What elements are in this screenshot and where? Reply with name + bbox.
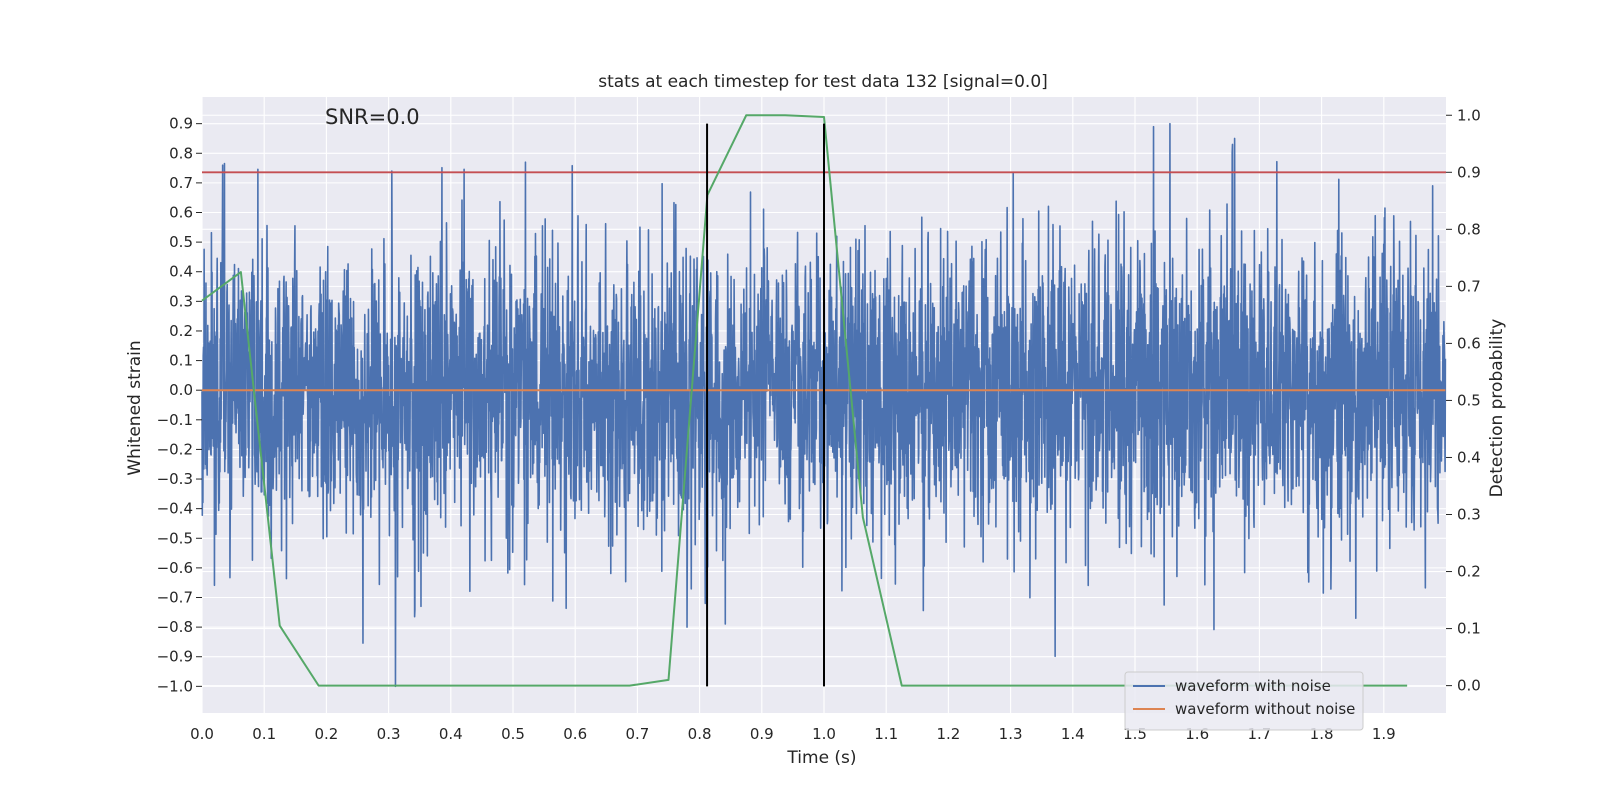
y-tick-label: 0.8 (169, 144, 193, 162)
x-tick-label: 0.8 (688, 725, 712, 743)
legend-box (1124, 671, 1364, 731)
x-tick-label: 0.9 (750, 725, 774, 743)
y-axis-label: Whitened strain (125, 340, 145, 475)
x-tick-label: 0.2 (314, 725, 338, 743)
y-right-axis-ticks: 0.0 0.1 0.2 0.3 0.4 0.5 0.6 0.7 0.8 0.9 1.0 (1446, 106, 1481, 695)
y-right-tick-label: 0.5 (1457, 391, 1481, 409)
x-tick-label: 1.9 (1372, 725, 1396, 743)
y-tick-label: −0.2 (157, 440, 193, 458)
legend-entry-waveform-with-noise: waveform with noise (1175, 677, 1331, 695)
x-tick-label: 0.4 (439, 725, 463, 743)
y-right-tick-label: 1.0 (1457, 106, 1481, 124)
x-tick-label: 0.1 (252, 725, 276, 743)
y-right-tick-label: 0.9 (1457, 163, 1481, 181)
legend-entry-waveform-without-noise: waveform without noise (1175, 700, 1355, 718)
y-right-axis-label: Detection probability (1487, 319, 1507, 498)
y-tick-label: 0.0 (169, 381, 193, 399)
x-tick-label: 1.2 (936, 725, 960, 743)
y-tick-label: 0.6 (169, 204, 193, 222)
y-right-tick-label: 0.0 (1457, 677, 1481, 695)
y-tick-label: −0.1 (157, 411, 193, 429)
y-tick-label: 0.4 (169, 263, 193, 281)
y-right-tick-label: 0.3 (1457, 506, 1481, 524)
x-tick-label: 0.5 (501, 725, 525, 743)
y-tick-label: 0.9 (169, 115, 193, 133)
y-right-tick-label: 0.6 (1457, 334, 1481, 352)
x-tick-label: 0.0 (190, 725, 214, 743)
y-tick-label: 0.2 (169, 322, 193, 340)
x-tick-label: 0.3 (377, 725, 401, 743)
x-axis-label: Time (s) (786, 748, 856, 768)
y-right-tick-label: 0.2 (1457, 563, 1481, 581)
y-tick-label: 0.5 (169, 233, 193, 251)
y-axis-ticks: −1.0 −0.9 −0.8 −0.7 −0.6 −0.5 −0.4 −0.3 −0.2 −0.1… (157, 115, 202, 695)
y-tick-label: −0.7 (157, 589, 193, 607)
y-tick-label: −0.6 (157, 559, 193, 577)
chart-title: stats at each timestep for test data 132… (598, 72, 1048, 92)
y-right-tick-label: 0.8 (1457, 220, 1481, 238)
y-right-tick-label: 0.7 (1457, 277, 1481, 295)
x-tick-label: 1.0 (812, 725, 836, 743)
x-tick-label: 0.6 (563, 725, 587, 743)
x-tick-label: 0.7 (625, 725, 649, 743)
y-tick-label: 0.3 (169, 292, 193, 310)
y-tick-label: −0.3 (157, 470, 193, 488)
y-tick-label: −0.9 (157, 648, 193, 666)
y-right-tick-label: 0.4 (1457, 448, 1481, 466)
y-tick-label: 0.1 (169, 352, 193, 370)
snr-annotation: SNR=0.0 (325, 105, 420, 129)
x-tick-label: 1.3 (999, 725, 1023, 743)
y-tick-label: 0.7 (169, 174, 193, 192)
legend: waveform with noise waveform without noi… (1124, 671, 1364, 731)
series-layer (201, 114, 1447, 688)
x-tick-label: 1.4 (1061, 725, 1085, 743)
x-tick-label: 1.1 (874, 725, 898, 743)
y-right-tick-label: 0.1 (1457, 620, 1481, 638)
y-tick-label: −0.8 (157, 618, 193, 636)
y-tick-label: −0.5 (157, 529, 193, 547)
y-tick-label: −1.0 (157, 677, 193, 695)
y-tick-label: −0.4 (157, 500, 193, 518)
